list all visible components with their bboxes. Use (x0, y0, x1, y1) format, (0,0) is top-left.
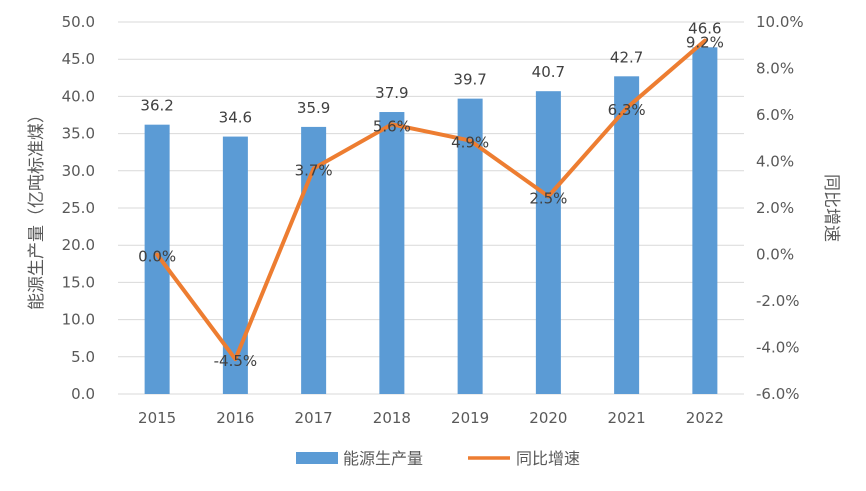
line-value-label: 3.7% (295, 161, 333, 179)
y-tick-label-right: -4.0% (756, 339, 800, 357)
y-tick-label-right: -6.0% (756, 385, 800, 403)
line-value-label: 4.9% (451, 134, 489, 152)
bar-value-label: 37.9 (375, 84, 408, 102)
y-tick-label-right: 8.0% (756, 60, 794, 78)
legend-label-line: 同比增速 (516, 449, 580, 468)
bars-energy-production (144, 47, 718, 395)
y-axis-left: 0.0 5.0 10.0 15.0 20.0 25.0 30.0 35.0 40.0 45.0 50… (62, 13, 95, 403)
y-tick-label-right: 10.0% (756, 13, 804, 31)
x-tick-label: 2020 (529, 409, 567, 427)
bar-2022 (692, 47, 718, 395)
y-tick-label-left: 50.0 (62, 13, 95, 31)
line-value-label: -4.5% (214, 352, 258, 370)
line-value-label: 2.5% (529, 189, 567, 207)
y-tick-label-left: 30.0 (62, 162, 95, 180)
y-axis-right: -6.0% -4.0% -2.0% 0.0% 2.0% 4.0% 6.0% 8.0% 10.0% (756, 13, 804, 403)
y-tick-label-right: 0.0% (756, 246, 794, 264)
y-tick-label-left: 0.0 (71, 385, 95, 403)
y-tick-label-right: 6.0% (756, 106, 794, 124)
legend-swatch-bar (296, 452, 338, 464)
y-tick-label-right: 2.0% (756, 199, 794, 217)
line-growth-rate (155, 38, 707, 362)
bar-value-label: 42.7 (610, 48, 643, 66)
bar-2018 (379, 112, 405, 395)
bar-value-label: 40.7 (532, 63, 565, 81)
bar-value-label: 39.7 (453, 71, 486, 89)
line-value-label: 6.3% (608, 101, 646, 119)
data-labels: 36.2 34.6 35.9 37.9 39.7 40.7 42.7 46.6 0.0% -4.5… (138, 19, 724, 370)
x-tick-label: 2016 (216, 409, 254, 427)
y-tick-label-left: 45.0 (62, 50, 95, 68)
gridlines (118, 21, 744, 395)
bar-value-label: 46.6 (688, 19, 721, 37)
line-value-label: 5.6% (373, 117, 411, 135)
x-tick-label: 2019 (451, 409, 489, 427)
line-value-label: 9.2% (686, 34, 724, 52)
x-tick-label: 2021 (608, 409, 646, 427)
x-tick-label: 2018 (373, 409, 411, 427)
legend: 能源生产量 同比增速 (296, 449, 580, 468)
y-tick-label-left: 10.0 (62, 311, 95, 329)
x-tick-label: 2015 (138, 409, 176, 427)
y-tick-label-left: 25.0 (62, 199, 95, 217)
bar-2020 (535, 91, 561, 394)
bar-value-label: 36.2 (140, 97, 173, 115)
y-tick-label-left: 5.0 (71, 348, 95, 366)
y-axis-title-right: 同比增速 (821, 174, 841, 242)
bar-2021 (614, 76, 640, 394)
y-tick-label-left: 35.0 (62, 125, 95, 143)
y-tick-label-left: 15.0 (62, 273, 95, 291)
y-tick-label-left: 40.0 (62, 87, 95, 105)
line-value-label: 0.0% (138, 248, 176, 266)
y-tick-label-left: 20.0 (62, 236, 95, 254)
y-tick-label-right: -2.0% (756, 292, 800, 310)
bar-value-label: 34.6 (219, 109, 252, 127)
y-axis-title-left: 能源生产量（亿吨标准煤） (27, 106, 47, 310)
bar-2015 (144, 124, 170, 394)
y-tick-label-right: 4.0% (756, 153, 794, 171)
growth-rate-line (155, 38, 707, 362)
legend-label-bar: 能源生产量 (343, 449, 423, 468)
bar-value-label: 35.9 (297, 99, 330, 117)
x-tick-label: 2017 (295, 409, 333, 427)
x-axis: 2015 2016 2017 2018 2019 2020 2021 2022 (138, 409, 724, 427)
x-tick-label: 2022 (686, 409, 724, 427)
